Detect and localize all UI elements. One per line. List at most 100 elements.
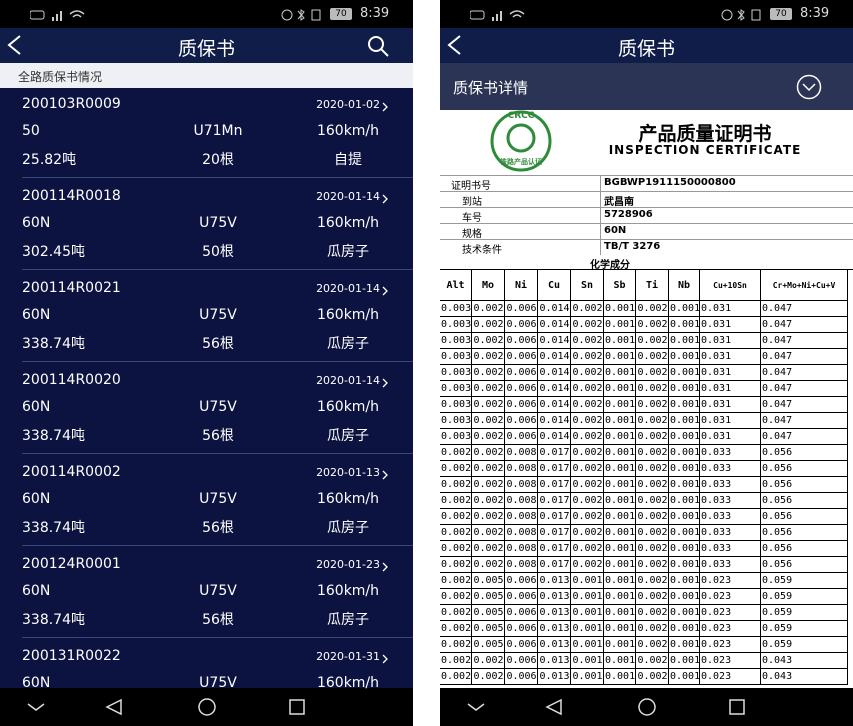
- table-cell: 0.033: [700, 541, 761, 557]
- table-cell: 0.023: [700, 605, 761, 621]
- table-cell: 0.001: [669, 301, 700, 317]
- table-cell: 0.002: [636, 381, 669, 397]
- list-item[interactable]: 200114R0020 2020-01-14 60N U75V 160km/h 338.7…: [0, 364, 413, 455]
- table-cell: 0.014: [538, 381, 571, 397]
- table-cell: 0.002: [571, 397, 604, 413]
- list-item[interactable]: 200124R0001 2020-01-23 60N U75V 160km/h 338.7…: [0, 548, 413, 639]
- item-divider: [22, 361, 413, 362]
- table-cell: 0.002: [636, 413, 669, 429]
- info-value: BGBWP1911150000800: [604, 177, 736, 188]
- table-cell: 0.002: [636, 653, 669, 669]
- table-cell: 0.006: [505, 365, 538, 381]
- item-chevron: [381, 466, 389, 480]
- table-cell: 0.002: [472, 381, 505, 397]
- table-cell: 0.002: [636, 557, 669, 573]
- table-cell: 0.023: [700, 637, 761, 653]
- table-cell: 0.002: [571, 429, 604, 445]
- back-button[interactable]: [4, 34, 26, 56]
- table-cell: 0.005: [472, 589, 505, 605]
- table-cell: 0.002: [636, 365, 669, 381]
- table-cell: 0.002: [636, 605, 669, 621]
- table-cell: 0.047: [761, 413, 848, 429]
- item-field: 338.74吨: [22, 520, 85, 536]
- back-button[interactable]: [444, 34, 466, 56]
- item-id: 200114R0021: [22, 280, 121, 296]
- info-label: 证明书号: [451, 181, 491, 192]
- table-cell: 0.002: [571, 493, 604, 509]
- item-field: 56根: [202, 336, 234, 352]
- table-cell: 0.033: [700, 509, 761, 525]
- item-id: 200114R0002: [22, 464, 121, 480]
- table-cell: 0.001: [604, 397, 636, 413]
- table-cell: 0.001: [604, 317, 636, 333]
- item-chevron: [381, 374, 389, 388]
- table-cell: 0.008: [505, 493, 538, 509]
- nav-buttons[interactable]: [0, 688, 413, 726]
- item-id: 200114R0020: [22, 372, 121, 388]
- item-date: 2020-01-14: [316, 282, 380, 295]
- table-cell: 0.003: [440, 429, 472, 445]
- list-item[interactable]: 200114R0002 2020-01-13 60N U75V 160km/h 338.7…: [0, 456, 413, 547]
- table-cell: 0.056: [761, 445, 848, 461]
- item-date: 2020-01-02: [316, 98, 380, 111]
- table-cell: 0.013: [538, 589, 571, 605]
- table-cell: 0.014: [538, 317, 571, 333]
- nav-buttons[interactable]: [440, 688, 853, 726]
- list-item[interactable]: 200103R0009 2020-01-02 50 U71Mn 160km/h 25.82…: [0, 88, 413, 179]
- table-cell: 0.001: [669, 573, 700, 589]
- table-cell: 0.001: [604, 429, 636, 445]
- table-cell: 0.001: [669, 317, 700, 333]
- info-value: 5728906: [604, 209, 653, 220]
- item-field: U75V: [199, 215, 237, 231]
- table-cell: 0.002: [472, 397, 505, 413]
- table-cell: 0.005: [472, 605, 505, 621]
- table-cell: 0.001: [669, 477, 700, 493]
- section-bar: [0, 63, 413, 88]
- table-top-border: [440, 269, 853, 270]
- item-field: 56根: [202, 520, 234, 536]
- table-cell: 0.001: [604, 653, 636, 669]
- list-item[interactable]: 200114R0018 2020-01-14 60N U75V 160km/h 302.4…: [0, 180, 413, 271]
- table-cell: 0.002: [472, 477, 505, 493]
- table-cell: 0.001: [571, 621, 604, 637]
- info-row: [440, 191, 853, 207]
- table-cell: 0.023: [700, 573, 761, 589]
- list-item[interactable]: 200114R0021 2020-01-14 60N U75V 160km/h 338.7…: [0, 272, 413, 363]
- table-cell: 0.031: [700, 413, 761, 429]
- table-cell: 0.001: [669, 461, 700, 477]
- table-cell: 0.003: [440, 365, 472, 381]
- column-header: Ni: [505, 270, 538, 301]
- table-cell: 0.001: [669, 397, 700, 413]
- table-cell: 0.002: [636, 429, 669, 445]
- expand-button[interactable]: [796, 74, 822, 100]
- table-cell: 0.002: [636, 541, 669, 557]
- list-item[interactable]: 200131R0022 2020-01-31 60N U75V 160km/h: [0, 640, 413, 726]
- item-field: U75V: [199, 399, 237, 415]
- table-cell: 0.001: [604, 493, 636, 509]
- back-icon: [7, 35, 21, 55]
- item-field: 瓜房子: [327, 244, 369, 260]
- battery: 70: [330, 8, 352, 20]
- item-field: 56根: [202, 428, 234, 444]
- table-cell: 0.008: [505, 445, 538, 461]
- table-cell: 0.001: [669, 381, 700, 397]
- table-cell: 0.001: [604, 573, 636, 589]
- table-cell: 0.047: [761, 381, 848, 397]
- table-cell: 0.001: [669, 557, 700, 573]
- table-cell: 0.013: [538, 573, 571, 589]
- table-cell: 0.017: [538, 445, 571, 461]
- header-title: 质保书: [617, 38, 675, 60]
- status-right-icons: [280, 7, 330, 21]
- item-date: 2020-01-14: [316, 190, 380, 203]
- table-cell: 0.002: [472, 333, 505, 349]
- table-cell: 0.001: [669, 669, 700, 685]
- table-cell: 0.002: [571, 477, 604, 493]
- table-cell: 0.005: [472, 621, 505, 637]
- status-icons: [469, 7, 560, 21]
- table-cell: 0.002: [636, 477, 669, 493]
- item-field: 50: [22, 123, 40, 139]
- search-button[interactable]: [366, 34, 390, 58]
- table-cell: 0.056: [761, 541, 848, 557]
- clock: 8:39: [800, 6, 830, 21]
